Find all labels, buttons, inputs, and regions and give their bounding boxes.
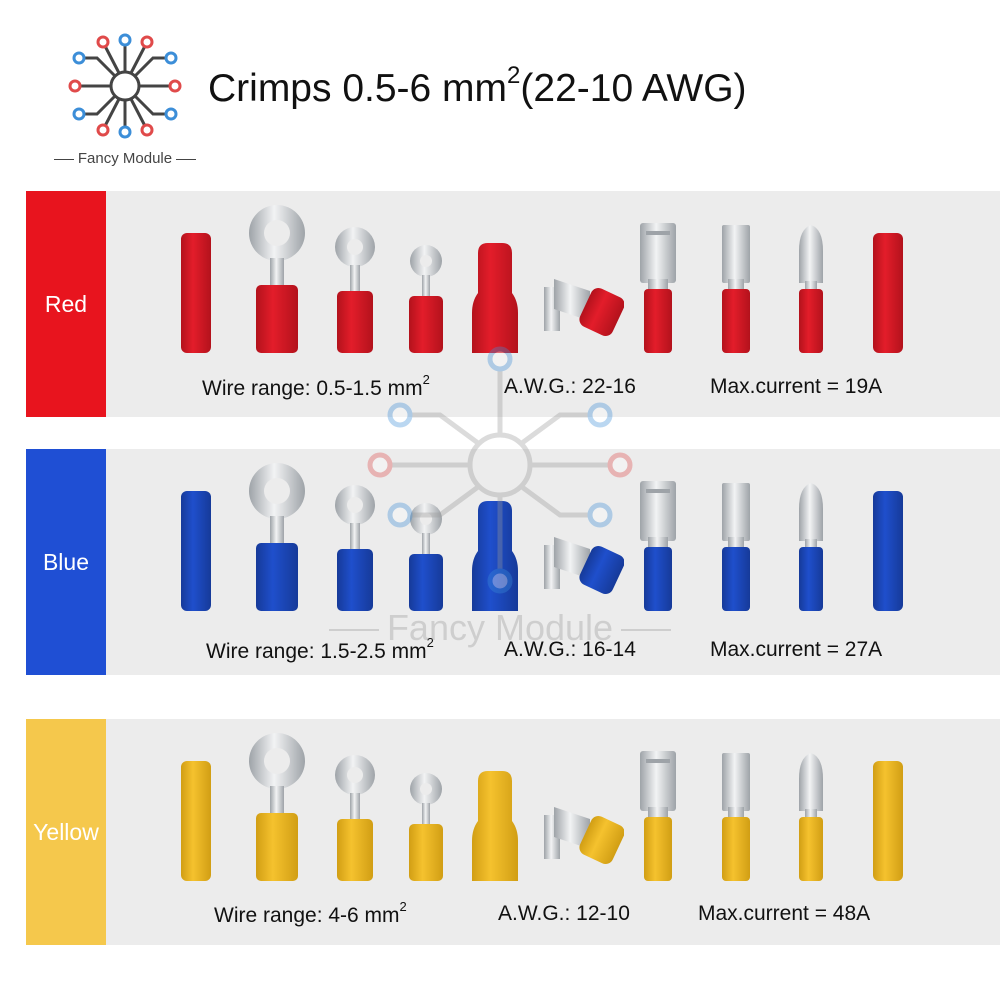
bullet-connector-icon bbox=[796, 225, 826, 358]
butt-connector-icon bbox=[870, 233, 906, 358]
ring-terminal-icon bbox=[404, 241, 448, 358]
ring-terminal-icon bbox=[330, 751, 380, 886]
circuit-logo-icon bbox=[68, 33, 182, 139]
red-max-current: Max.current = 19A bbox=[710, 375, 883, 398]
female-disconnect-icon bbox=[472, 771, 518, 886]
blue-crimp-row: Blue Wire range: 1.5-2.5 mm2 A.W.G.: 16-… bbox=[26, 449, 1000, 675]
butt-connector-icon bbox=[870, 761, 906, 886]
butt-connector-icon bbox=[870, 491, 906, 616]
ring-terminal-icon bbox=[404, 499, 448, 616]
bullet-connector-icon bbox=[796, 753, 826, 886]
yellow-row-label: Yellow bbox=[26, 719, 106, 945]
female-disconnect-icon bbox=[472, 243, 518, 358]
page-title: Crimps 0.5-6 mm2(22-10 AWG) bbox=[208, 62, 747, 110]
yellow-wire-range: Wire range: 4-6 mm2 bbox=[214, 899, 407, 927]
butt-connector-icon bbox=[178, 761, 214, 886]
red-row-label: Red bbox=[26, 191, 106, 417]
spade-female-icon bbox=[638, 751, 678, 886]
red-crimp-row: Red Wire range: 0.5-1.5 mm2 A.W.G.: 22-1… bbox=[26, 191, 1000, 417]
yellow-max-current: Max.current = 48A bbox=[698, 902, 871, 925]
spade-female-icon bbox=[638, 223, 678, 358]
brand-logo: Fancy Module bbox=[40, 26, 210, 176]
blue-awg: A.W.G.: 16-14 bbox=[504, 638, 636, 661]
butt-connector-icon bbox=[178, 233, 214, 358]
spade-male-icon bbox=[716, 483, 756, 616]
red-awg: A.W.G.: 22-16 bbox=[504, 375, 636, 398]
spade-male-icon bbox=[716, 225, 756, 358]
ring-terminal-icon bbox=[330, 223, 380, 358]
ring-terminal-icon bbox=[242, 461, 312, 616]
piggyback-connector-icon bbox=[540, 527, 625, 602]
piggyback-connector-icon bbox=[540, 797, 625, 872]
blue-max-current: Max.current = 27A bbox=[710, 638, 883, 661]
bullet-connector-icon bbox=[796, 483, 826, 616]
butt-connector-icon bbox=[178, 491, 214, 616]
ring-terminal-icon bbox=[242, 731, 312, 886]
ring-terminal-icon bbox=[404, 769, 448, 886]
yellow-awg: A.W.G.: 12-10 bbox=[498, 902, 630, 925]
blue-terminals bbox=[106, 449, 1000, 614]
yellow-terminals bbox=[106, 719, 1000, 884]
red-terminals bbox=[106, 191, 1000, 356]
ring-terminal-icon bbox=[242, 203, 312, 358]
female-disconnect-icon bbox=[472, 501, 518, 616]
logo-brand-text: Fancy Module bbox=[40, 150, 210, 167]
blue-wire-range: Wire range: 1.5-2.5 mm2 bbox=[206, 635, 434, 663]
spade-female-icon bbox=[638, 481, 678, 616]
blue-row-label: Blue bbox=[26, 449, 106, 675]
spade-male-icon bbox=[716, 753, 756, 886]
piggyback-connector-icon bbox=[540, 269, 625, 344]
yellow-crimp-row: Yellow Wire range: 4-6 mm2 A.W.G.: 12-10… bbox=[26, 719, 1000, 945]
ring-terminal-icon bbox=[330, 481, 380, 616]
red-wire-range: Wire range: 0.5-1.5 mm2 bbox=[202, 372, 430, 400]
